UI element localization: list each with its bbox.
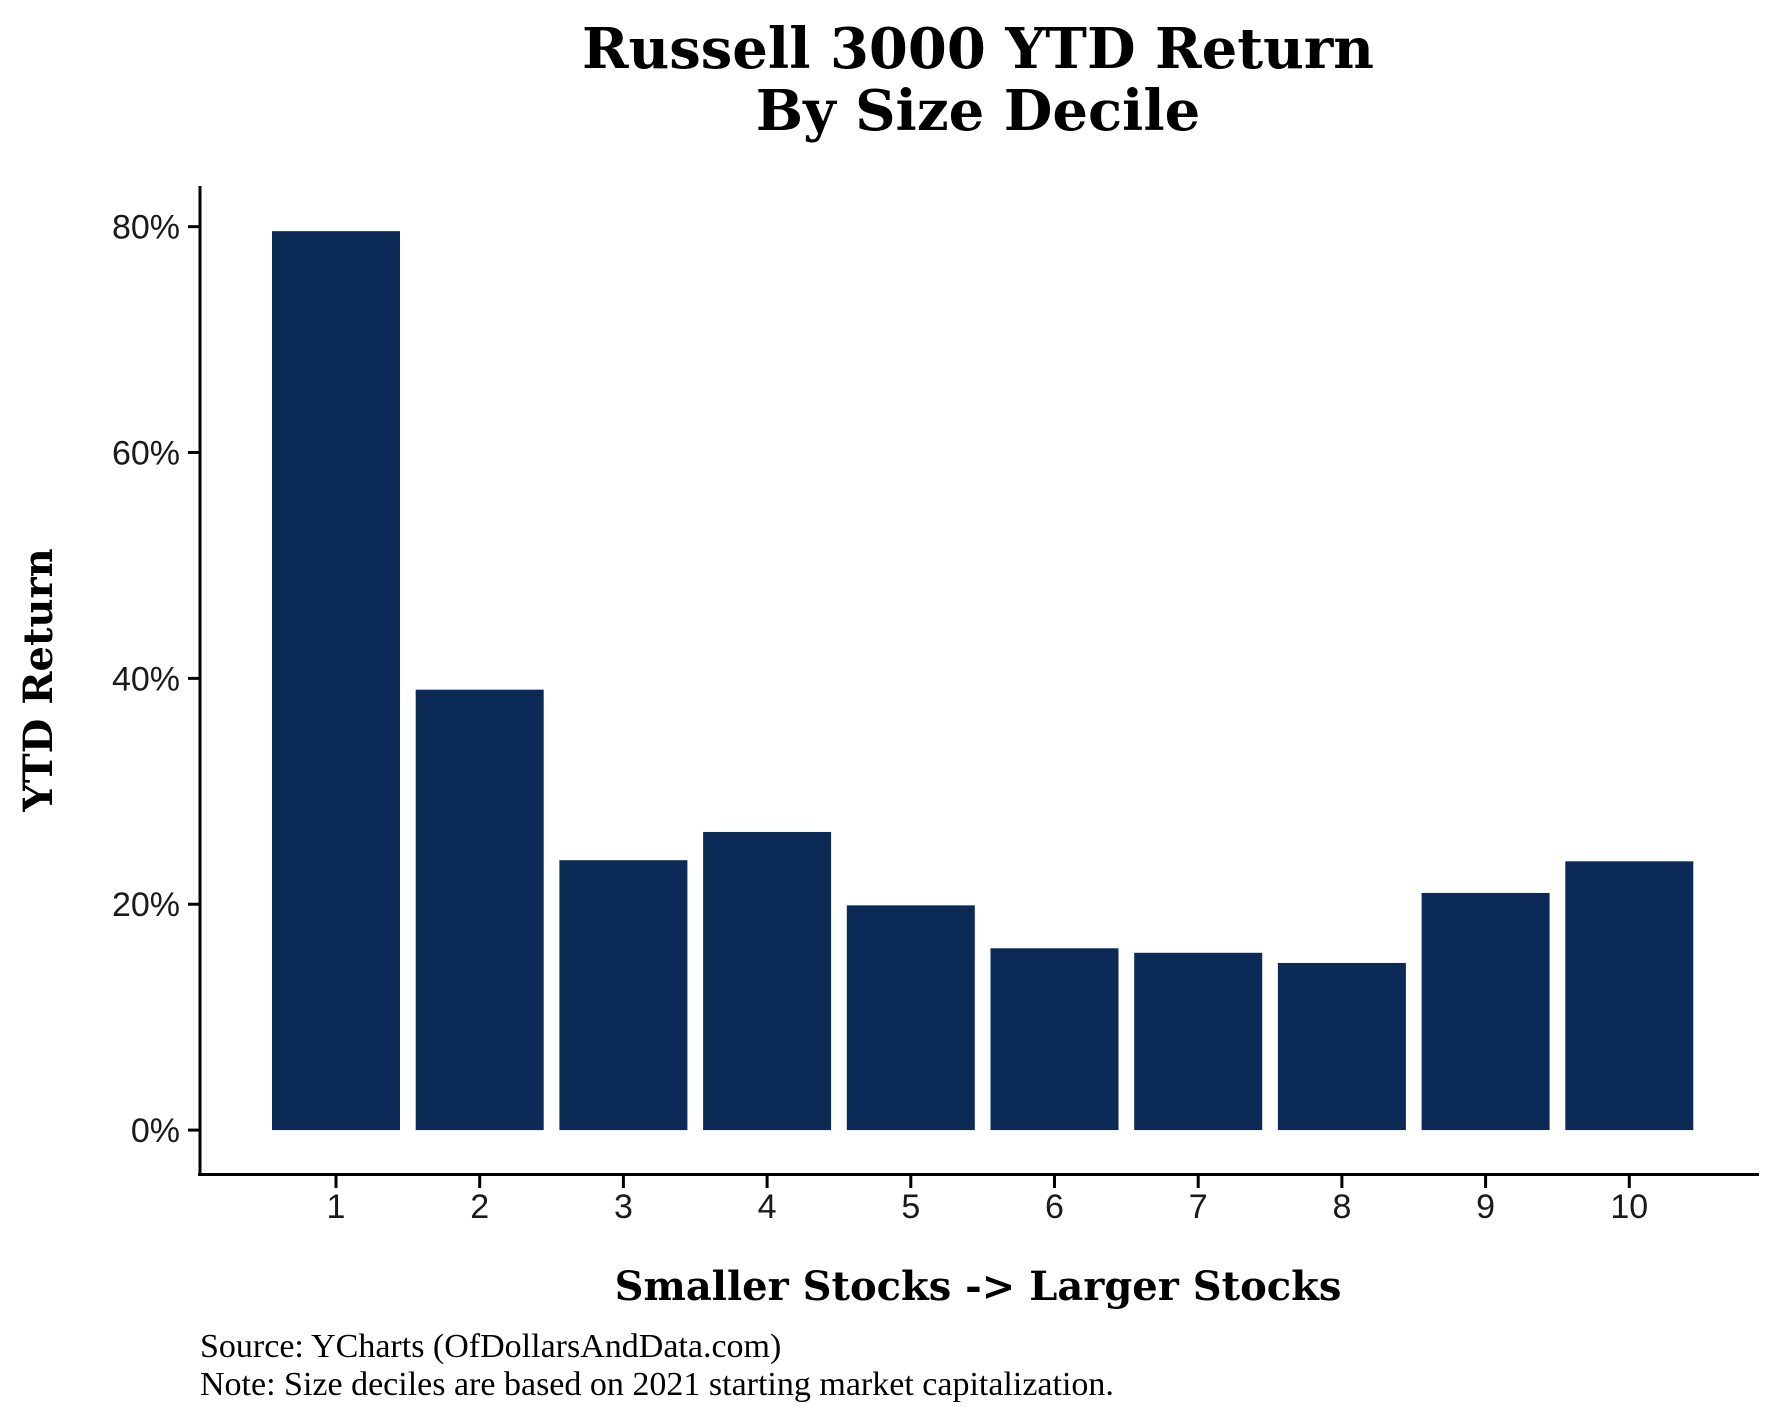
y-ticks: 0% 20% 40% 60% 80% — [112, 209, 200, 1150]
chart-title-line-2: By Size Decile — [756, 78, 1200, 144]
bar-decile-10 — [1565, 861, 1694, 1131]
bar-decile-9 — [1421, 892, 1550, 1131]
bar-decile-1 — [272, 231, 400, 1131]
x-ticks: 1 2 3 4 5 6 7 8 9 10 — [327, 1176, 1648, 1226]
bar-decile-2 — [415, 689, 544, 1131]
bar-decile-8 — [1277, 962, 1406, 1131]
y-tick-label: 20% — [112, 886, 180, 924]
size-decile-note: Note: Size deciles are based on 2021 sta… — [200, 1366, 1114, 1403]
bar-decile-3 — [559, 860, 688, 1131]
x-tick-label: 6 — [1045, 1188, 1064, 1226]
y-tick-label: 60% — [112, 435, 180, 473]
y-tick-label: 40% — [112, 660, 180, 698]
bar-decile-6 — [990, 948, 1119, 1131]
chart-title-line-1: Russell 3000 YTD Return — [582, 16, 1374, 82]
x-tick-label: 8 — [1332, 1188, 1351, 1226]
source-note: Source: YCharts (OfDollarsAndData.com) — [200, 1328, 781, 1365]
y-tick-label: 80% — [112, 209, 180, 247]
x-tick-label: 4 — [758, 1188, 777, 1226]
y-tick-label: 0% — [131, 1112, 180, 1150]
bar-decile-7 — [1134, 952, 1263, 1131]
x-axis-title: Smaller Stocks -> Larger Stocks — [615, 1263, 1342, 1310]
bar-decile-5 — [846, 905, 975, 1131]
x-tick-label: 10 — [1610, 1188, 1648, 1226]
x-tick-label: 2 — [470, 1188, 489, 1226]
x-tick-label: 1 — [327, 1188, 346, 1226]
y-axis-title: YTD Return — [15, 548, 62, 812]
x-tick-label: 3 — [614, 1188, 633, 1226]
x-tick-label: 5 — [901, 1188, 920, 1226]
x-tick-label: 9 — [1476, 1188, 1495, 1226]
x-tick-label: 7 — [1189, 1188, 1208, 1226]
bars — [272, 231, 1694, 1131]
bar-decile-4 — [703, 831, 832, 1131]
